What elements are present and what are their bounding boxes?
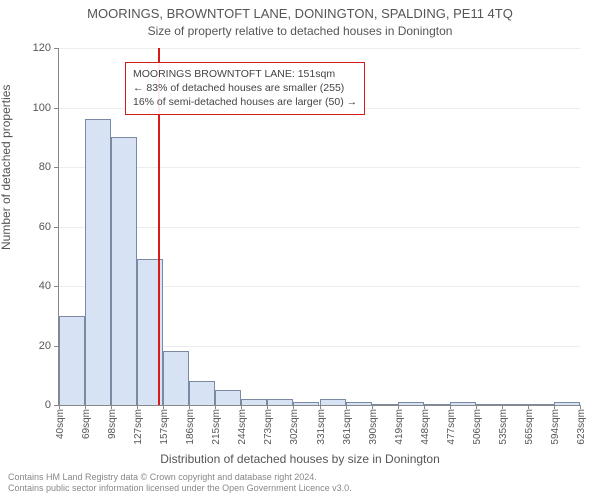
x-tick [137,405,138,409]
histogram-bar [450,402,476,405]
plot-area: 02040608010012040sqm69sqm98sqm127sqm157s… [58,48,580,406]
x-tick-label: 157sqm [159,409,170,445]
gridline [59,227,580,228]
x-tick-label: 98sqm [107,409,118,439]
x-tick [346,405,347,409]
footer-line-2: Contains public sector information licen… [8,483,592,494]
x-tick-label: 127sqm [133,409,144,445]
annotation-line: 16% of semi-detached houses are larger (… [133,95,357,109]
histogram-bar [215,390,241,405]
histogram-bar [346,402,372,405]
x-tick-label: 477sqm [446,409,457,445]
histogram-bar [528,404,554,405]
x-tick [424,405,425,409]
chart-subtitle: Size of property relative to detached ho… [0,24,600,38]
x-tick-label: 419sqm [394,409,405,445]
x-tick [580,405,581,409]
x-tick-label: 244sqm [237,409,248,445]
histogram-bar [502,404,528,405]
x-tick-label: 302sqm [289,409,300,445]
x-tick-label: 448sqm [420,409,431,445]
x-tick [111,405,112,409]
x-tick [476,405,477,409]
x-tick-label: 623sqm [576,409,587,445]
histogram-bar [320,399,346,405]
histogram-bar [398,402,424,405]
y-tick-label: 120 [33,42,51,54]
x-tick-label: 506sqm [472,409,483,445]
x-tick-label: 273sqm [263,409,274,445]
histogram-bar [554,402,580,405]
histogram-bar [189,381,215,405]
x-tick [320,405,321,409]
y-tick-label: 100 [33,102,51,114]
histogram-bar [241,399,267,405]
y-tick-label: 60 [39,221,51,233]
histogram-bar [476,404,502,405]
annotation-line: MOORINGS BROWNTOFT LANE: 151sqm [133,67,357,81]
gridline [59,48,580,49]
x-tick-label: 40sqm [55,409,66,439]
x-tick [293,405,294,409]
y-tick-label: 80 [39,161,51,173]
x-tick [189,405,190,409]
x-tick-label: 331sqm [316,409,327,445]
x-tick-label: 594sqm [550,409,561,445]
y-tick-label: 20 [39,340,51,352]
histogram-bar [424,404,450,405]
x-tick-label: 361sqm [342,409,353,445]
histogram-bar [372,404,398,405]
y-tick-label: 40 [39,280,51,292]
y-tick-label: 0 [45,399,51,411]
x-tick [502,405,503,409]
footer-line-1: Contains HM Land Registry data © Crown c… [8,472,592,483]
x-tick [85,405,86,409]
annotation-box: MOORINGS BROWNTOFT LANE: 151sqm← 83% of … [125,62,365,115]
gridline [59,167,580,168]
page-title: MOORINGS, BROWNTOFT LANE, DONINGTON, SPA… [0,6,600,21]
x-tick [450,405,451,409]
x-tick [554,405,555,409]
histogram-bar [293,402,319,405]
histogram-bar [163,351,189,405]
x-tick [59,405,60,409]
x-tick [267,405,268,409]
annotation-line: ← 83% of detached houses are smaller (25… [133,81,357,95]
x-tick [398,405,399,409]
x-tick [372,405,373,409]
x-tick [528,405,529,409]
x-tick [241,405,242,409]
x-tick-label: 535sqm [498,409,509,445]
x-tick-label: 69sqm [81,409,92,439]
x-tick-label: 215sqm [211,409,222,445]
histogram-bar [111,137,137,405]
x-tick [215,405,216,409]
attribution-footer: Contains HM Land Registry data © Crown c… [0,468,600,500]
x-tick-label: 186sqm [185,409,196,445]
x-tick [163,405,164,409]
histogram-bar [59,316,85,405]
x-tick-label: 565sqm [524,409,535,445]
x-tick-label: 390sqm [368,409,379,445]
y-axis-label: Number of detached properties [0,85,13,250]
chart-container: MOORINGS, BROWNTOFT LANE, DONINGTON, SPA… [0,0,600,500]
x-axis-label: Distribution of detached houses by size … [0,452,600,466]
histogram-bar [85,119,111,405]
histogram-bar [267,399,293,405]
